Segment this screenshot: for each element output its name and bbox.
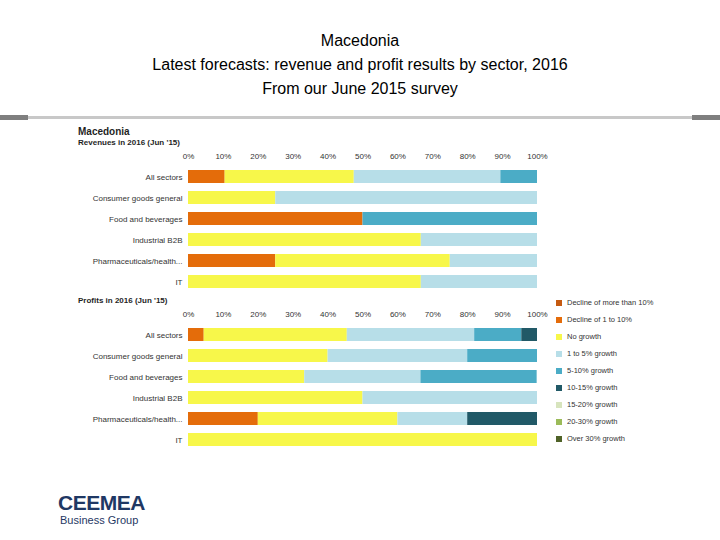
svg-text:60%: 60%: [390, 152, 406, 161]
svg-text:All sectors: All sectors: [146, 173, 183, 182]
svg-text:90%: 90%: [495, 310, 511, 319]
html-text:15-20% growth: 15-20% growth: [567, 400, 618, 409]
svg-text:70%: 70%: [425, 152, 441, 161]
svg-text:10%: 10%: [215, 310, 231, 319]
html-text:No growth: No growth: [567, 332, 602, 341]
html-text:Business Group: Business Group: [60, 514, 139, 526]
svg-text:100%: 100%: [527, 310, 547, 319]
svg-text:IT: IT: [175, 278, 182, 287]
svg-text:Industrial B2B: Industrial B2B: [133, 394, 183, 403]
html-text:Decline of 1 to 10%: Decline of 1 to 10%: [567, 315, 632, 324]
svg-text:IT: IT: [175, 436, 182, 445]
html-text:Profits in 2016 (Jun '15): Profits in 2016 (Jun '15): [78, 296, 168, 305]
svg-text:20%: 20%: [250, 310, 266, 319]
svg-text:Pharmaceuticals/health...: Pharmaceuticals/health...: [93, 415, 183, 424]
html-text:10-15% growth: 10-15% growth: [567, 383, 618, 392]
html-text:Macedonia: Macedonia: [78, 126, 130, 137]
svg-text:70%: 70%: [425, 310, 441, 319]
svg-text:20%: 20%: [250, 152, 266, 161]
svg-text:30%: 30%: [285, 152, 301, 161]
svg-text:90%: 90%: [495, 152, 511, 161]
svg-text:30%: 30%: [285, 310, 301, 319]
html-text:5-10% growth: 5-10% growth: [567, 366, 614, 375]
svg-text:10%: 10%: [215, 152, 231, 161]
html-text:Macedonia: Macedonia: [320, 32, 400, 49]
html-text:Revenues in 2016 (Jun '15): Revenues in 2016 (Jun '15): [78, 138, 180, 147]
svg-text:60%: 60%: [390, 310, 406, 319]
html-text:Latest forecasts: revenue and: Latest forecasts: revenue and profit res…: [152, 56, 568, 73]
svg-text:40%: 40%: [320, 310, 336, 319]
html-text:Decline of more than 10%: Decline of more than 10%: [567, 298, 654, 307]
svg-text:Consumer goods general: Consumer goods general: [93, 194, 183, 203]
html-text:Over 30% growth: Over 30% growth: [567, 434, 625, 443]
html-text:From our June 2015 survey: From our June 2015 survey: [262, 80, 458, 97]
svg-text:0%: 0%: [183, 310, 195, 319]
html-text:1 to 5% growth: 1 to 5% growth: [567, 349, 617, 358]
svg-text:50%: 50%: [355, 152, 371, 161]
svg-text:Pharmaceuticals/health...: Pharmaceuticals/health...: [93, 257, 183, 266]
svg-text:40%: 40%: [320, 152, 336, 161]
html-text:CEEMEA: CEEMEA: [58, 491, 145, 514]
svg-text:100%: 100%: [527, 152, 547, 161]
svg-text:Food and beverages: Food and beverages: [109, 373, 182, 382]
svg-text:0%: 0%: [183, 152, 195, 161]
svg-text:Consumer goods general: Consumer goods general: [93, 352, 183, 361]
svg-text:80%: 80%: [460, 152, 476, 161]
svg-text:80%: 80%: [460, 310, 476, 319]
svg-text:All sectors: All sectors: [146, 331, 183, 340]
svg-text:Industrial B2B: Industrial B2B: [133, 236, 183, 245]
html-text:20-30% growth: 20-30% growth: [567, 417, 618, 426]
svg-text:Food and beverages: Food and beverages: [109, 215, 182, 224]
svg-text:50%: 50%: [355, 310, 371, 319]
